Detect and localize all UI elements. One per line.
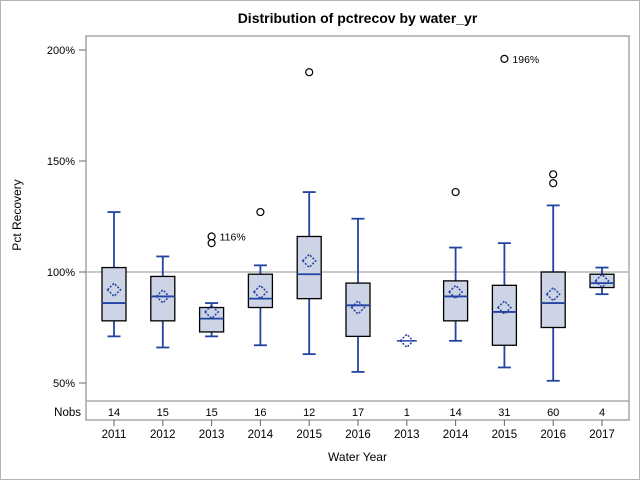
category-label: 2012: [150, 429, 176, 441]
annotation-label: 196%: [512, 54, 539, 66]
category-label: 2011: [102, 429, 127, 441]
mean-diamond: [252, 284, 268, 300]
mean-diamond: [301, 253, 317, 269]
nobs-value: 60: [547, 407, 559, 419]
category-label: 2015: [296, 429, 322, 441]
category-label: 2016: [540, 429, 566, 441]
nobs-value: 15: [157, 407, 169, 419]
mean-diamond: [204, 304, 220, 320]
y-tick-label: 50%: [53, 378, 75, 390]
annotation-label: 116%: [220, 231, 246, 243]
nobs-value: 14: [449, 407, 461, 419]
box-rect: [198, 306, 225, 333]
category-label: 2017: [589, 429, 615, 441]
box-rect: [345, 282, 371, 338]
mean-diamond: [594, 273, 610, 289]
mean-diamond: [106, 282, 122, 298]
y-axis-title: Pct Recovery: [10, 179, 24, 251]
category-label: 2013: [394, 429, 420, 441]
nobs-value: 4: [599, 407, 605, 419]
box-rect: [150, 275, 176, 322]
category-label: 2013: [199, 429, 225, 441]
outlier-circle: [451, 187, 460, 197]
outlier-circle: [207, 239, 216, 248]
mean-diamond: [496, 299, 512, 316]
y-tick-label: 150%: [47, 156, 75, 168]
outlier-circle: [549, 170, 558, 179]
mean-diamond: [399, 333, 415, 349]
box-rect: [491, 284, 518, 346]
outlier-circle: [256, 207, 265, 217]
outlier-circle: [305, 68, 314, 77]
box-rect: [296, 235, 322, 300]
box-rect: [247, 273, 274, 309]
y-tick-label: 200%: [47, 45, 75, 57]
mean-diamond: [155, 288, 171, 304]
outlier-circle: [500, 54, 509, 63]
category-label: 2014: [443, 429, 469, 441]
mean-diamond: [545, 286, 561, 302]
mean-diamond: [350, 299, 366, 316]
nobs-value: 14: [108, 407, 120, 419]
box-rect: [442, 280, 469, 322]
nobs-value: 17: [352, 407, 364, 419]
outlier-circle: [549, 179, 558, 188]
nobs-row-label: Nobs: [54, 407, 81, 419]
category-label: 2016: [345, 429, 371, 441]
box-rect: [101, 266, 127, 322]
nobs-value: 12: [303, 407, 315, 419]
y-tick-label: 100%: [47, 267, 75, 279]
category-label: 2015: [492, 429, 518, 441]
nobs-value: 16: [254, 407, 266, 419]
outlier-circle: [207, 232, 216, 241]
nobs-value: 31: [498, 407, 510, 419]
chart-title: Distribution of pctrecov by water_yr: [237, 10, 478, 26]
mean-diamond: [448, 284, 464, 300]
box-rect: [589, 273, 615, 289]
nobs-value: 15: [205, 407, 217, 419]
x-axis-title: Water Year: [328, 450, 387, 464]
category-label: 2014: [248, 429, 274, 441]
nobs-value: 1: [404, 407, 410, 419]
